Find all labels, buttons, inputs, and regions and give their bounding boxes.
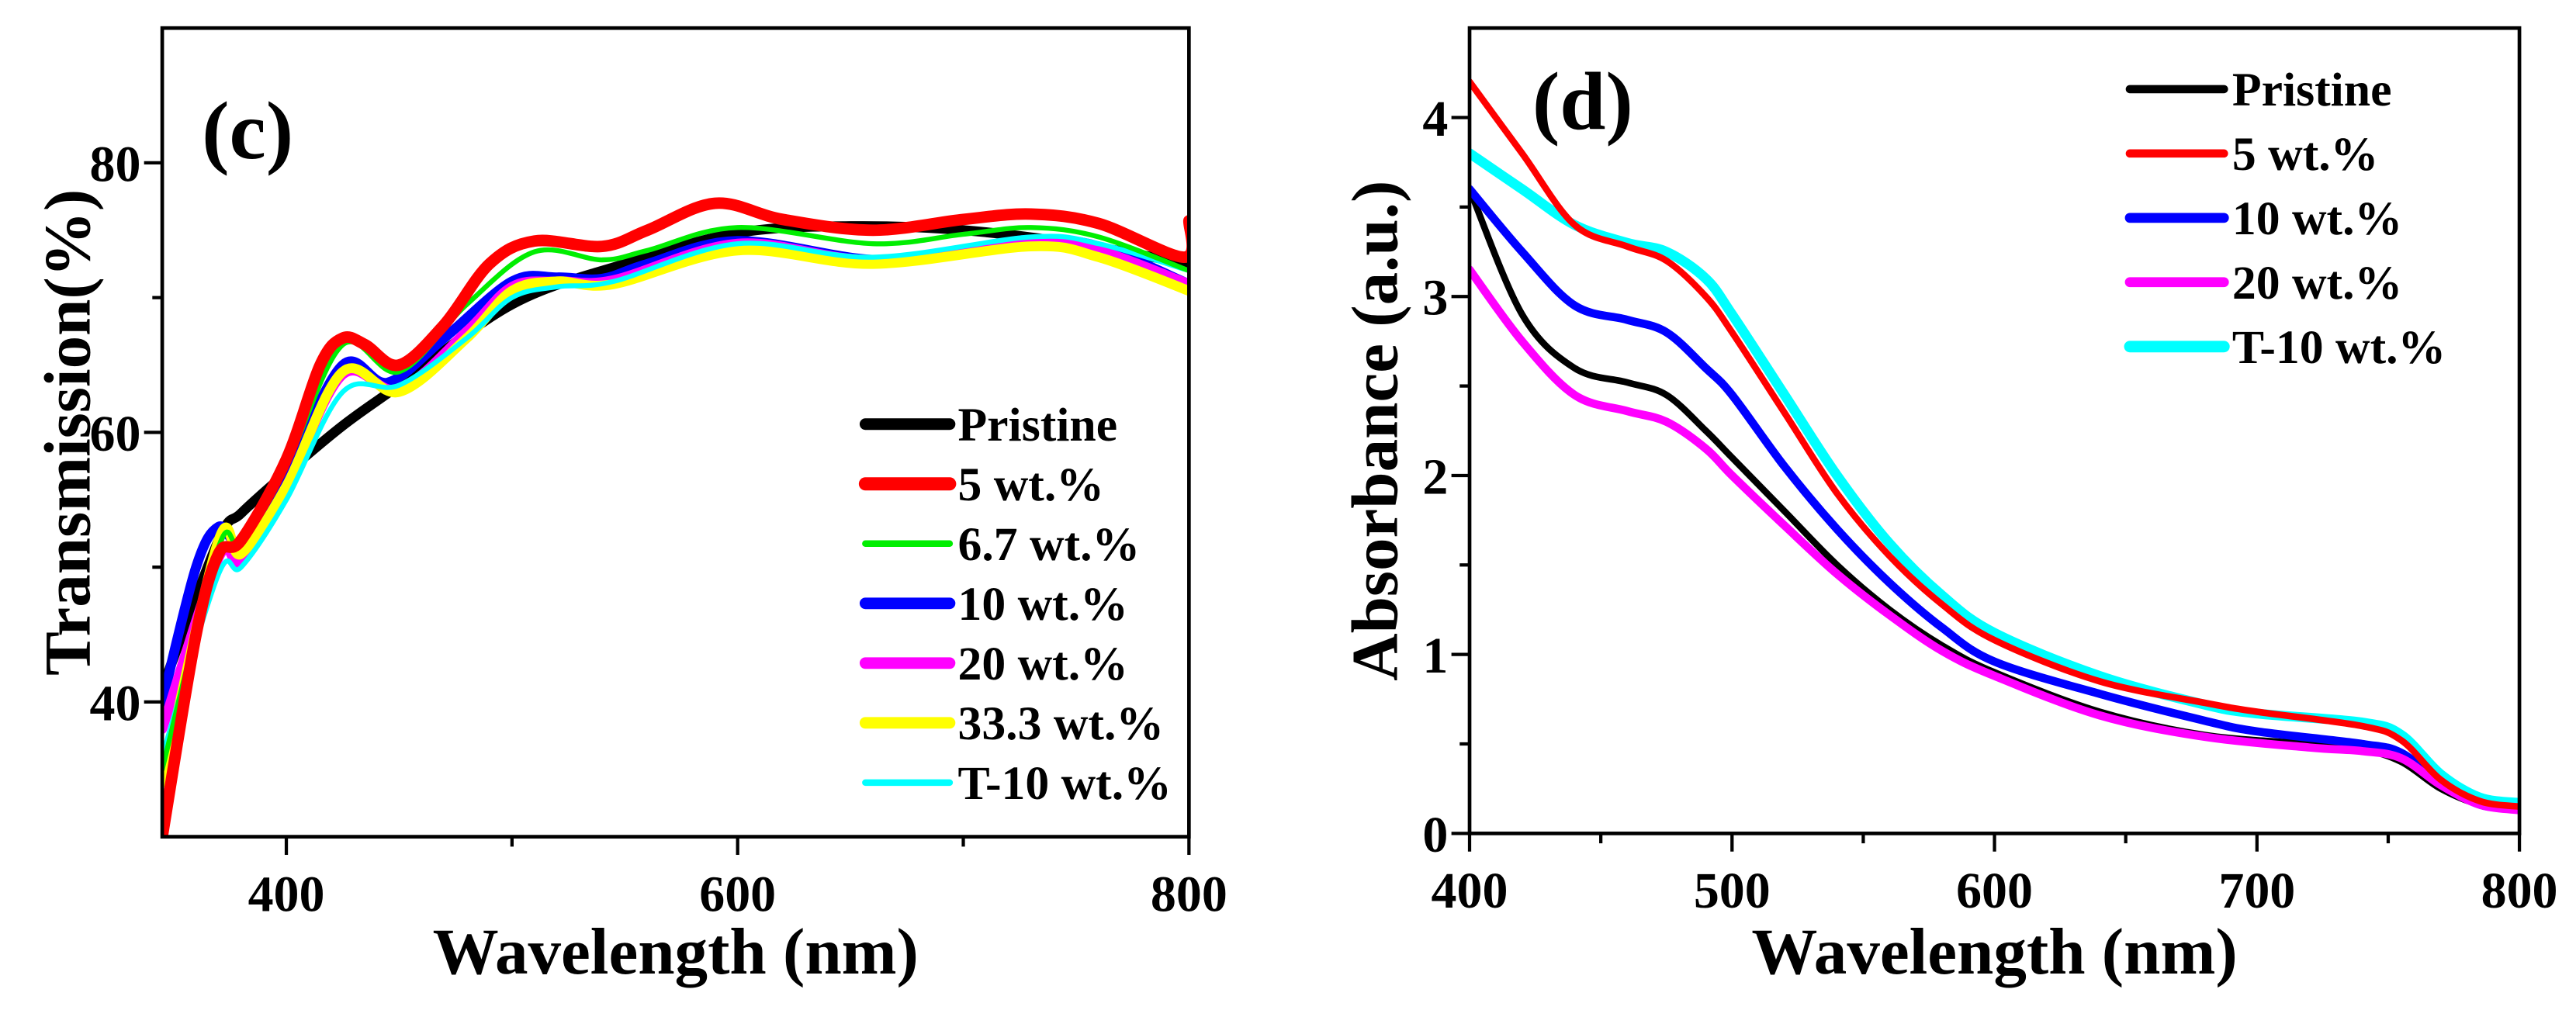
legend: Pristine 5 wt.% 6.7 wt.% 10 wt.% 20 wt.% 33.3…: [858, 399, 1172, 810]
y-axis-title: Transmission(%): [31, 189, 104, 676]
legend-label: 10 wt.%: [958, 578, 1128, 631]
legend-label: 33.3 wt.%: [958, 697, 1165, 750]
y-tick-label: 40: [89, 675, 140, 732]
x-axis-title: Wavelength (nm): [1751, 915, 2237, 988]
series-line-20-wt-: [1470, 265, 2520, 815]
legend-label: 5 wt.%: [2232, 128, 2378, 181]
series-line-t-10-wt-: [162, 233, 1189, 759]
legend-label: 6.7 wt.%: [958, 518, 1141, 571]
x-tick-label: 400: [1432, 863, 1508, 919]
legend-label: T-10 wt.%: [2232, 321, 2446, 374]
x-tick-label: 500: [1694, 863, 1771, 919]
chart-panel-c: 400 600 800 40 60 80 Wavelength (nm) Transmissi…: [31, 26, 1227, 988]
x-tick-label: 800: [1151, 866, 1227, 922]
legend-label: 5 wt.%: [958, 458, 1104, 511]
legend-label: 20 wt.%: [2232, 257, 2402, 310]
legend-label: Pristine: [958, 399, 1118, 451]
x-tick-label: 800: [2481, 863, 2558, 919]
series-line-5-wt-: [1470, 78, 2520, 811]
series-line-10-wt-: [1470, 185, 2520, 813]
legend-label: T-10 wt.%: [958, 757, 1172, 810]
series-group: [162, 197, 1189, 837]
panel-label: (c): [202, 85, 293, 177]
legend-label: 20 wt.%: [958, 638, 1128, 690]
legend-label: Pristine: [2232, 64, 2392, 116]
y-tick-label: 4: [1422, 91, 1448, 147]
y-tick-label: 80: [89, 136, 140, 192]
x-tick-label: 400: [248, 866, 325, 922]
panel-label: (d): [1532, 56, 1633, 147]
x-tick-label: 700: [2218, 863, 2295, 919]
x-axis-title: Wavelength (nm): [433, 915, 919, 988]
series-line-33-3-wt-: [162, 241, 1189, 788]
series-line-t-10-wt-: [1470, 148, 2520, 808]
legend: Pristine 5 wt.% 10 wt.% 20 wt.% T-10 wt.%: [2124, 64, 2446, 374]
legend-label: 10 wt.%: [2232, 192, 2402, 245]
x-tick-label: 600: [699, 866, 776, 922]
y-tick-label: 1: [1422, 628, 1448, 684]
y-axis-title: Absorbance (a.u.): [1338, 181, 1411, 681]
y-tick-label: 3: [1422, 270, 1448, 327]
y-tick-label: 2: [1422, 448, 1448, 505]
series-line-5-wt-: [162, 197, 1189, 837]
chart-panel-d: 400 500 600 700 800 0 1 2 3 4 Wavelength (nm) Absor…: [1338, 26, 2558, 988]
x-tick-label: 600: [1956, 863, 2033, 919]
series-group: [1470, 78, 2520, 815]
y-tick-label: 60: [89, 406, 140, 462]
y-tick-label: 0: [1422, 807, 1448, 863]
